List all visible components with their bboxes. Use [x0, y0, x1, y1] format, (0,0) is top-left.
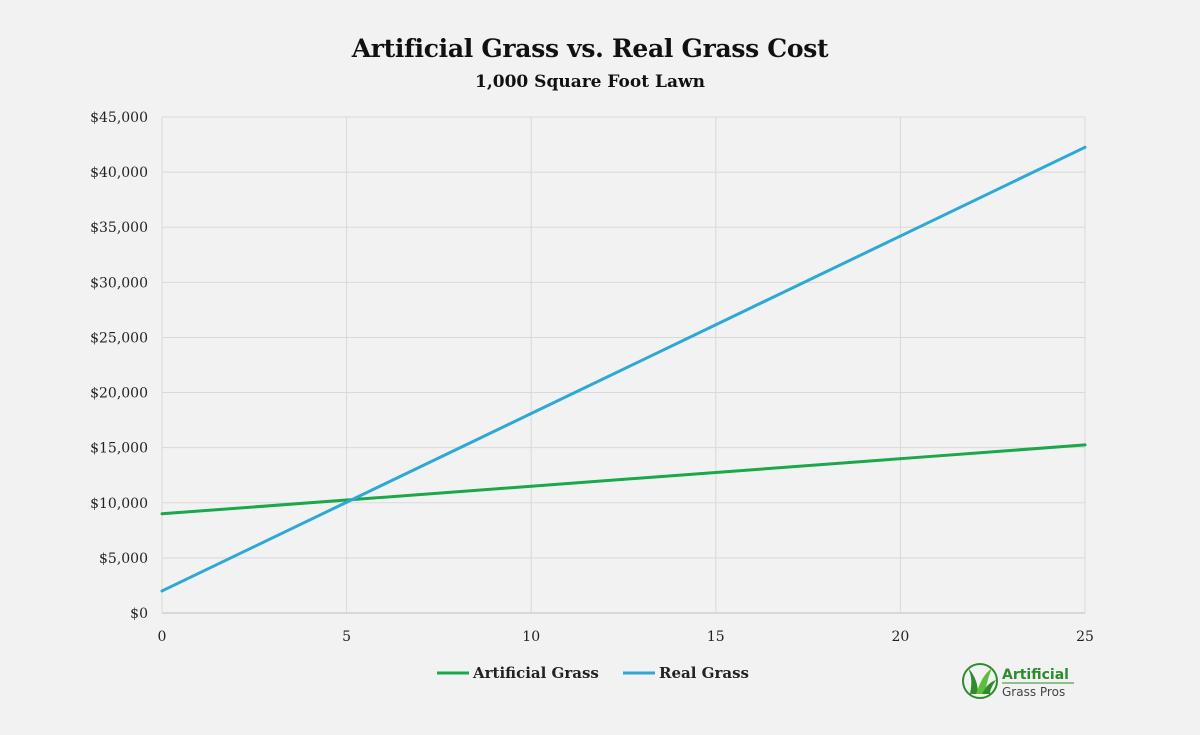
legend: Artificial Grass Real Grass: [437, 664, 749, 682]
x-tick-label: 10: [522, 629, 540, 645]
y-tick-label: $5,000: [99, 551, 148, 567]
logo-ring: [962, 663, 998, 699]
x-tick-label: 25: [1076, 629, 1094, 645]
series-layer: [160, 145, 1087, 593]
y-tick-label: $45,000: [90, 110, 148, 126]
y-tick-label: $10,000: [90, 496, 148, 512]
y-tick-label: $25,000: [90, 330, 148, 346]
axis-layer: $0 $5,000 $10,000 $15,000 $20,000 $25,000 $30,…: [90, 110, 1094, 645]
logo-line-1: Artificial: [1002, 667, 1069, 683]
legend-label-0: Artificial Grass: [472, 664, 599, 682]
grass-leaf-icon-2: [976, 668, 992, 694]
data-point: [160, 589, 164, 593]
data-point: [1083, 443, 1087, 447]
x-tick-label: 20: [891, 629, 909, 645]
grass-leaf-icon-3: [982, 680, 996, 694]
data-point: [160, 512, 164, 516]
series-line-1: [161, 145, 1086, 593]
data-point: [714, 470, 718, 474]
x-tick-label: 15: [707, 629, 725, 645]
grass-leaf-icon: [968, 668, 978, 694]
y-tick-label: $35,000: [90, 220, 148, 236]
y-tick-label: $20,000: [90, 386, 148, 402]
chart-title: Artificial Grass vs. Real Grass Cost: [351, 34, 829, 63]
brand-logo: Artificial Grass Pros: [962, 663, 1074, 699]
data-point: [529, 484, 533, 488]
legend-label-1: Real Grass: [659, 664, 749, 682]
data-point: [529, 411, 533, 415]
data-point: [714, 323, 718, 327]
series-line-0: [161, 443, 1086, 516]
y-tick-label: $30,000: [90, 275, 148, 291]
y-tick-label: $40,000: [90, 165, 148, 181]
logo-line-2: Grass Pros: [1002, 685, 1065, 699]
data-point: [898, 457, 902, 461]
data-point: [345, 500, 349, 504]
x-tick-label: 5: [342, 629, 351, 645]
data-point: [1083, 145, 1087, 149]
x-tick-label: 0: [158, 629, 167, 645]
y-tick-label: $0: [130, 606, 148, 622]
chart-subtitle: 1,000 Square Foot Lawn: [475, 72, 705, 92]
grid-layer: [161, 116, 1086, 614]
y-tick-label: $15,000: [90, 441, 148, 457]
data-point: [898, 234, 902, 238]
